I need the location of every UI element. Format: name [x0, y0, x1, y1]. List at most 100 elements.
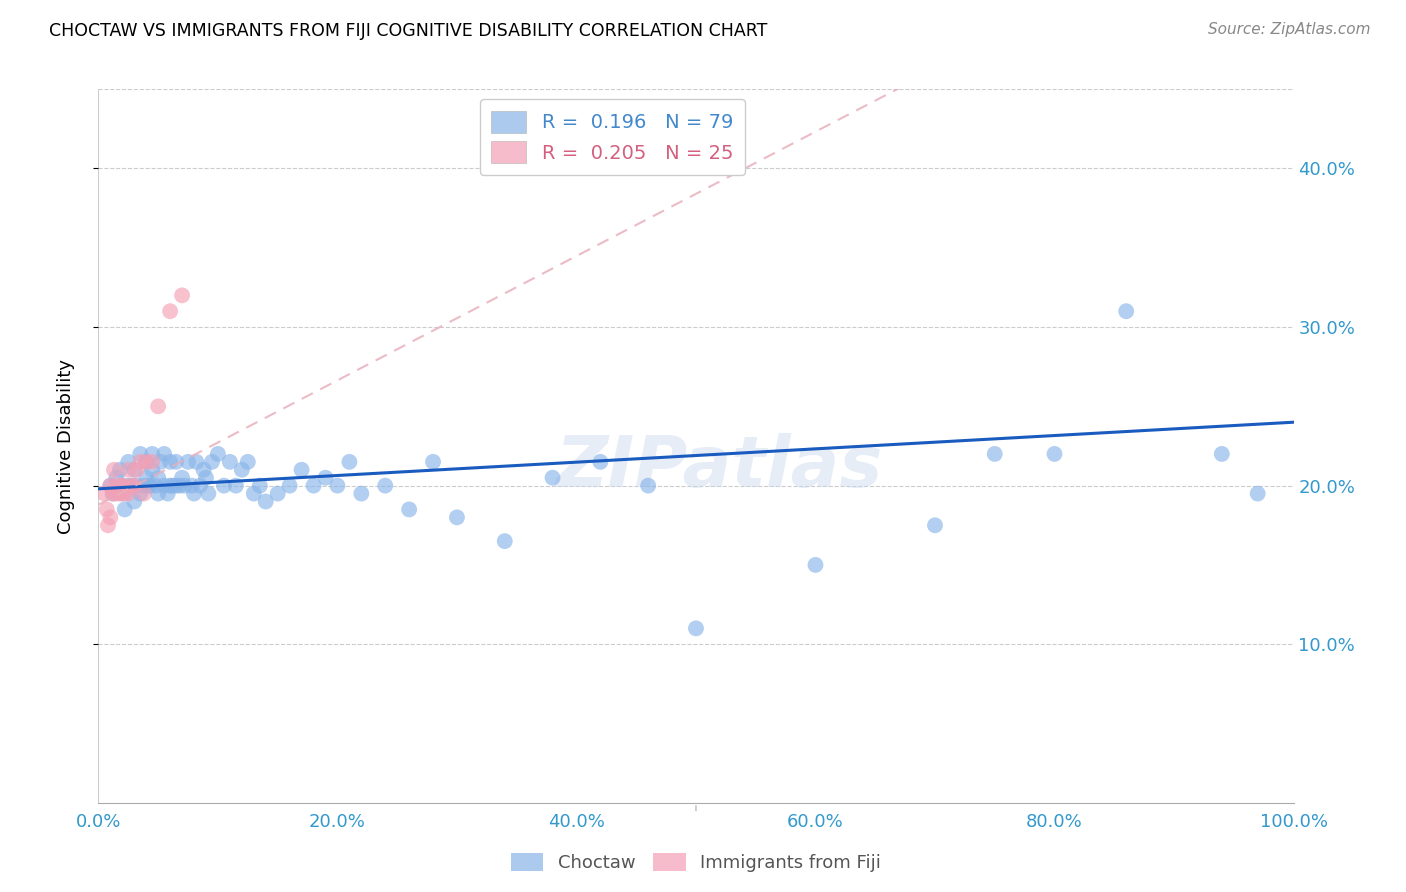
Point	[804, 558, 827, 572]
Point	[159, 478, 181, 492]
Point	[135, 455, 157, 469]
Point	[129, 455, 152, 469]
Point	[541, 471, 564, 485]
Point	[685, 621, 707, 635]
Point	[589, 455, 612, 469]
Point	[172, 471, 194, 485]
Point	[111, 486, 134, 500]
Point	[101, 486, 124, 500]
Point	[124, 463, 146, 477]
Point	[148, 400, 170, 414]
Point	[108, 486, 131, 500]
Legend: R =  0.196   N = 79, R =  0.205   N = 25: R = 0.196 N = 79, R = 0.205 N = 25	[479, 99, 745, 175]
Point	[148, 486, 170, 500]
Point	[129, 447, 152, 461]
Point	[201, 455, 224, 469]
Point	[117, 455, 139, 469]
Point	[231, 463, 253, 477]
Point	[267, 486, 290, 500]
Point	[108, 463, 131, 477]
Point	[141, 447, 163, 461]
Point	[207, 447, 229, 461]
Point	[135, 471, 157, 485]
Point	[101, 486, 124, 500]
Point	[637, 478, 659, 492]
Point	[111, 478, 134, 492]
Point	[249, 478, 271, 492]
Point	[153, 447, 176, 461]
Point	[121, 478, 143, 492]
Point	[302, 478, 325, 492]
Point	[111, 478, 134, 492]
Point	[141, 455, 163, 469]
Point	[1043, 447, 1066, 461]
Point	[186, 455, 208, 469]
Point	[398, 502, 420, 516]
Point	[1115, 304, 1137, 318]
Point	[135, 455, 157, 469]
Point	[984, 447, 1007, 461]
Point	[139, 478, 162, 492]
Point	[149, 455, 172, 469]
Point	[124, 494, 146, 508]
Text: Source: ZipAtlas.com: Source: ZipAtlas.com	[1208, 22, 1371, 37]
Point	[188, 478, 211, 492]
Point	[197, 486, 219, 500]
Point	[172, 288, 194, 302]
Point	[124, 478, 146, 492]
Point	[1247, 486, 1270, 500]
Point	[156, 486, 179, 500]
Point	[422, 455, 444, 469]
Point	[148, 471, 170, 485]
Point	[117, 478, 139, 492]
Point	[129, 486, 152, 500]
Point	[132, 486, 155, 500]
Point	[138, 478, 160, 492]
Point	[177, 455, 200, 469]
Point	[117, 486, 139, 500]
Point	[374, 478, 396, 492]
Point	[350, 486, 373, 500]
Point	[173, 478, 195, 492]
Point	[117, 463, 139, 477]
Point	[254, 494, 277, 508]
Point	[98, 478, 122, 492]
Point	[105, 486, 128, 500]
Point	[105, 471, 128, 485]
Point	[183, 486, 205, 500]
Point	[141, 463, 163, 477]
Point	[114, 486, 136, 500]
Point	[339, 455, 361, 469]
Point	[924, 518, 946, 533]
Point	[1211, 447, 1233, 461]
Point	[132, 478, 155, 492]
Point	[125, 463, 148, 477]
Point	[165, 478, 187, 492]
Point	[97, 518, 120, 533]
Point	[153, 478, 176, 492]
Point	[159, 304, 181, 318]
Point	[145, 478, 167, 492]
Point	[159, 455, 181, 469]
Point	[98, 510, 122, 524]
Point	[111, 478, 134, 492]
Point	[219, 455, 242, 469]
Text: CHOCTAW VS IMMIGRANTS FROM FIJI COGNITIVE DISABILITY CORRELATION CHART: CHOCTAW VS IMMIGRANTS FROM FIJI COGNITIV…	[49, 22, 768, 40]
Point	[165, 455, 187, 469]
Point	[180, 478, 202, 492]
Point	[121, 478, 143, 492]
Point	[494, 534, 516, 549]
Point	[315, 471, 337, 485]
Point	[236, 455, 259, 469]
Point	[96, 502, 118, 516]
Point	[446, 510, 468, 524]
Point	[125, 478, 148, 492]
Point	[212, 478, 235, 492]
Point	[225, 478, 247, 492]
Point	[105, 478, 128, 492]
Point	[103, 463, 125, 477]
Point	[93, 486, 115, 500]
Point	[98, 478, 122, 492]
Point	[162, 478, 184, 492]
Point	[114, 502, 136, 516]
